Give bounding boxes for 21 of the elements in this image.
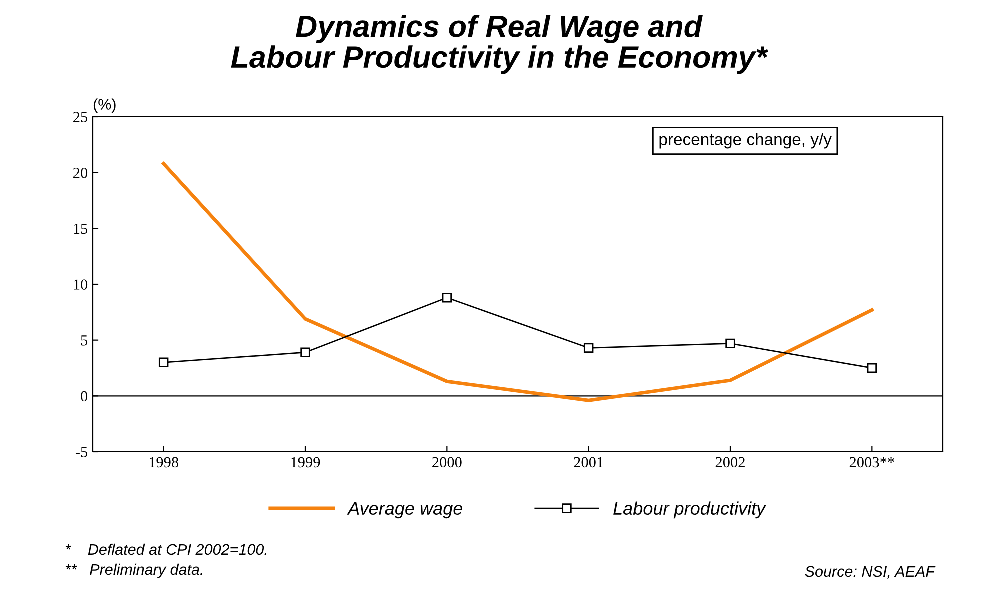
x-tick-label: 2002 <box>716 457 745 468</box>
annotation: precentage change, y/y <box>660 133 832 149</box>
y-tick-label: 0 <box>81 391 88 402</box>
legend-label: Labour productivity <box>614 502 766 519</box>
x-tick-label: 2001 <box>574 457 604 468</box>
y-tick-label: 25 <box>74 112 88 122</box>
source-note: Source: NSI, AEAF <box>805 566 936 579</box>
chart-title: Dynamics of Real Wage and Labour Productivity in the Economy* <box>231 14 768 74</box>
x-tick-label: 1998 <box>150 457 179 468</box>
y-tick-label: 5 <box>81 336 88 346</box>
legend-label: Average wage <box>347 502 463 519</box>
x-tick-label: 2003** <box>850 457 894 468</box>
x-tick-label: 1999 <box>292 457 320 468</box>
text: * Deflated at CPI 2002=100. <box>66 544 267 556</box>
y-tick-label: -5 <box>76 447 88 458</box>
y-tick-label: 10 <box>74 280 88 290</box>
x-tick-label: 2000 <box>432 457 462 468</box>
y-tick-label: 15 <box>74 224 88 234</box>
text: ** Preliminary data. <box>66 564 202 578</box>
y-tick-label: 20 <box>74 168 88 178</box>
text: (%) <box>94 98 116 113</box>
